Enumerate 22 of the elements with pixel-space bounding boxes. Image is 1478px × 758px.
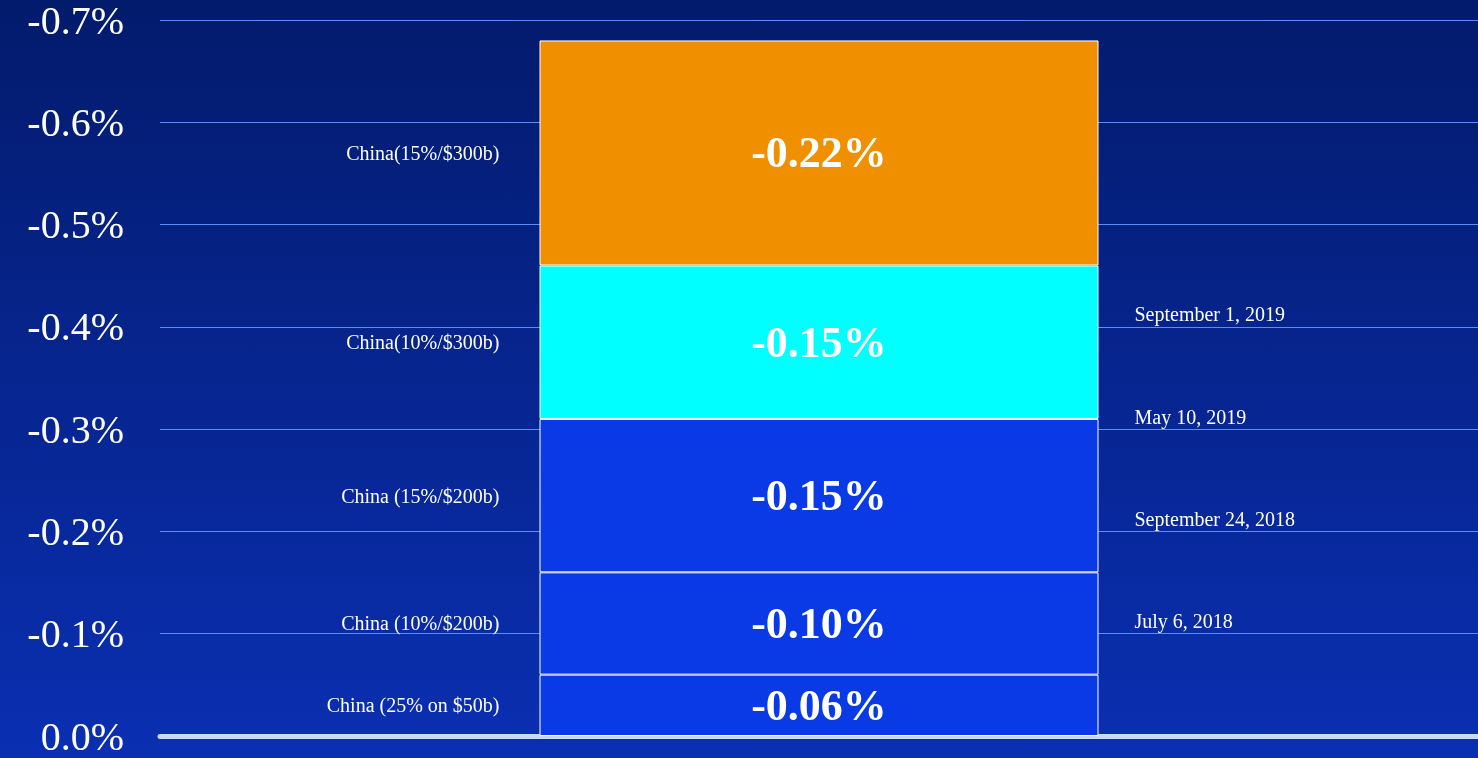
text: China (25% on $50b) bbox=[326, 694, 500, 718]
annotation: September 1, 2019 bbox=[1134, 303, 1286, 327]
text: China(15%/$300b) bbox=[346, 141, 500, 165]
y-tick-label: -0.7% bbox=[27, 0, 124, 43]
annotation: May 10, 2019 bbox=[1134, 405, 1247, 429]
annotation: July 6, 2018 bbox=[1134, 610, 1233, 634]
data-label: -0.10% bbox=[751, 598, 887, 648]
y-tick-label: -0.3% bbox=[27, 406, 124, 452]
text: China (15%/$200b) bbox=[341, 484, 500, 508]
annotation: September 24, 2018 bbox=[1134, 508, 1296, 532]
data-label: -0.15% bbox=[751, 317, 887, 367]
y-tick-label: 0.0% bbox=[40, 713, 124, 758]
y-tick-label: -0.2% bbox=[27, 508, 124, 554]
data-label: -0.22% bbox=[751, 128, 887, 178]
y-tick-label: -0.4% bbox=[27, 304, 124, 350]
y-tick-label: -0.1% bbox=[27, 611, 124, 657]
y-tick-label: -0.5% bbox=[27, 202, 124, 248]
data-label: -0.15% bbox=[751, 471, 887, 521]
data-label: -0.06% bbox=[751, 680, 887, 730]
y-tick-label: -0.6% bbox=[27, 99, 124, 145]
text: China (10%/$200b) bbox=[341, 612, 500, 636]
text: China(10%/$300b) bbox=[346, 331, 500, 355]
